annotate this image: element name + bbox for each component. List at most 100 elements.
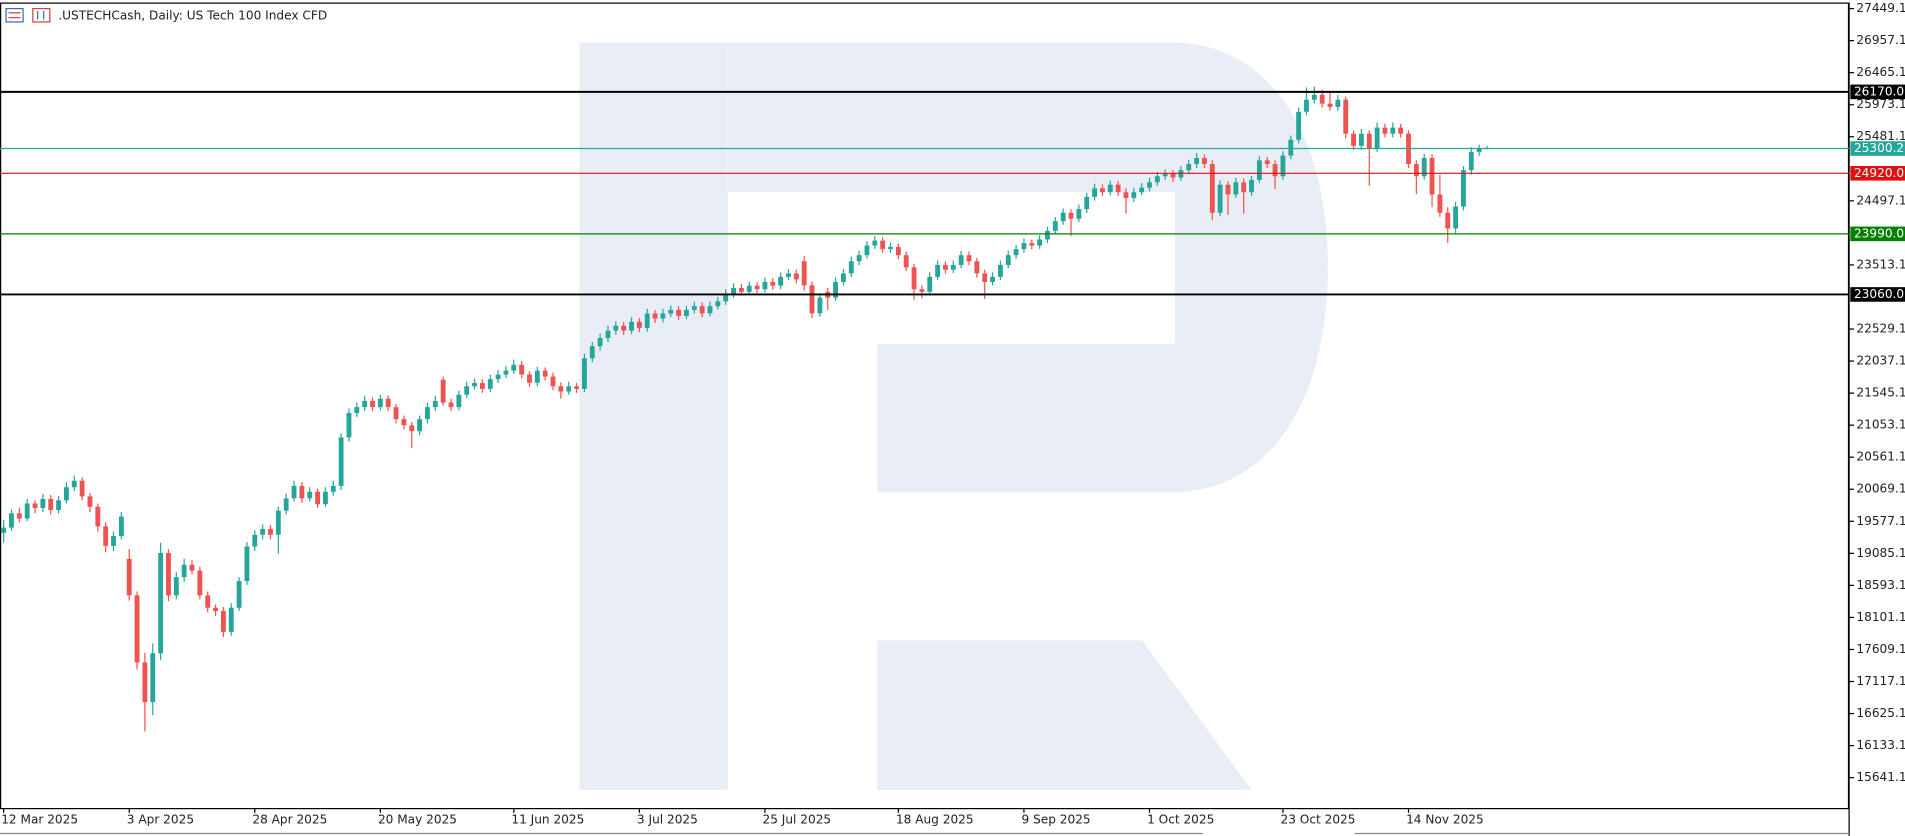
candle-body	[519, 364, 525, 375]
x-tick-label: 20 May 2025	[378, 813, 457, 827]
candle-body	[205, 595, 211, 608]
level-label-bg	[1850, 287, 1905, 302]
candle-body	[1092, 188, 1098, 197]
candle-body	[1099, 188, 1105, 193]
candle-body	[307, 491, 313, 499]
candle-body	[1343, 99, 1349, 134]
candle-body	[550, 376, 556, 387]
candle-body	[456, 394, 462, 408]
candle-body	[958, 255, 964, 265]
candle-body	[1052, 221, 1058, 231]
candle-body	[1154, 176, 1160, 183]
candle-body	[1304, 99, 1309, 112]
candle-body	[1225, 184, 1231, 195]
candle-body	[64, 487, 69, 501]
candle-body	[1390, 127, 1396, 134]
candle-body	[1013, 249, 1019, 256]
y-tick-label: 23513.1	[1856, 257, 1905, 271]
y-tick-label: 20561.1	[1856, 450, 1905, 464]
candle-body	[158, 553, 164, 654]
candle-body	[181, 564, 187, 578]
candle-body	[385, 398, 391, 408]
candle-body	[1256, 160, 1262, 180]
y-tick-label: 21053.1	[1856, 418, 1905, 432]
y-tick-label: 22529.1	[1856, 322, 1905, 336]
candle-body	[377, 398, 383, 408]
candle-body	[699, 306, 705, 314]
candle-body	[621, 325, 627, 331]
y-tick-label: 22037.1	[1856, 354, 1905, 368]
candle-body	[1029, 243, 1035, 246]
x-tick-label: 3 Jul 2025	[637, 813, 698, 827]
candle-body	[409, 425, 415, 432]
candle-body	[79, 480, 85, 497]
candle-body	[1060, 212, 1066, 222]
candle-body	[605, 330, 611, 339]
candle-body	[1170, 173, 1176, 178]
candle-body	[354, 407, 360, 413]
candle-body	[738, 287, 744, 292]
y-tick-label: 20069.1	[1856, 482, 1905, 496]
chart-title: .USTECHCash, Daily: US Tech 100 Index CF…	[58, 8, 327, 22]
candle-body	[927, 276, 933, 292]
candle-body	[911, 267, 917, 290]
candle-body	[809, 285, 815, 314]
candle-body	[299, 485, 305, 499]
y-tick-label: 17117.1	[1856, 674, 1905, 688]
candle-body	[786, 273, 791, 277]
candle-body	[636, 321, 642, 328]
candle-body	[754, 285, 760, 290]
candle-body	[1186, 164, 1192, 171]
candle-body	[903, 255, 909, 268]
candle-body	[24, 503, 30, 519]
level-label-bg	[1850, 84, 1905, 100]
candle-body	[558, 386, 564, 392]
candle-body	[1209, 164, 1215, 213]
candle-body	[1264, 160, 1270, 165]
x-tick-label: 9 Sep 2025	[1022, 813, 1091, 827]
candle-body	[87, 496, 93, 507]
candle-body	[440, 379, 446, 403]
level-label: 23060.0	[1854, 287, 1904, 301]
candle-body	[1413, 164, 1419, 177]
x-tick-label: 28 Apr 2025	[252, 813, 327, 827]
candle-body	[1202, 157, 1207, 165]
candle-body	[448, 402, 454, 408]
candle-body	[1068, 212, 1074, 219]
candle-body	[1319, 94, 1325, 104]
candle-body	[581, 358, 587, 389]
candle-body	[1374, 127, 1380, 149]
x-tick-label: 12 Mar 2025	[1, 813, 78, 827]
candle-body	[652, 313, 658, 319]
candle-body	[762, 281, 768, 290]
candle-body	[48, 498, 54, 511]
candle-body	[1045, 230, 1050, 240]
candle-body	[895, 246, 901, 256]
candle-body	[527, 374, 532, 383]
candle-body	[401, 419, 407, 426]
candle-body	[1358, 133, 1364, 146]
candle-body	[1351, 133, 1357, 146]
candle-body	[479, 383, 485, 389]
y-tick-label: 15641.1	[1856, 770, 1905, 784]
candle-body	[660, 313, 666, 319]
candle-body	[252, 534, 258, 547]
candle-body	[1139, 187, 1145, 193]
candle-body	[817, 297, 823, 314]
candle-body	[56, 500, 62, 511]
x-tick-label: 14 Nov 2025	[1406, 813, 1484, 827]
candle-body	[495, 374, 501, 380]
watermark	[579, 42, 1328, 790]
candle-body	[370, 400, 375, 408]
y-tick-label: 25973.1	[1856, 97, 1905, 111]
candle-body	[1468, 151, 1474, 171]
candle-body	[1311, 94, 1317, 100]
candle-body	[1021, 243, 1027, 250]
candle-body	[974, 261, 980, 274]
candle-body	[487, 379, 493, 389]
candle-body	[1335, 99, 1341, 107]
y-tick-label: 16133.1	[1856, 738, 1905, 752]
candle-body	[574, 386, 580, 389]
candle-body	[676, 309, 682, 316]
candle-body	[150, 653, 156, 703]
